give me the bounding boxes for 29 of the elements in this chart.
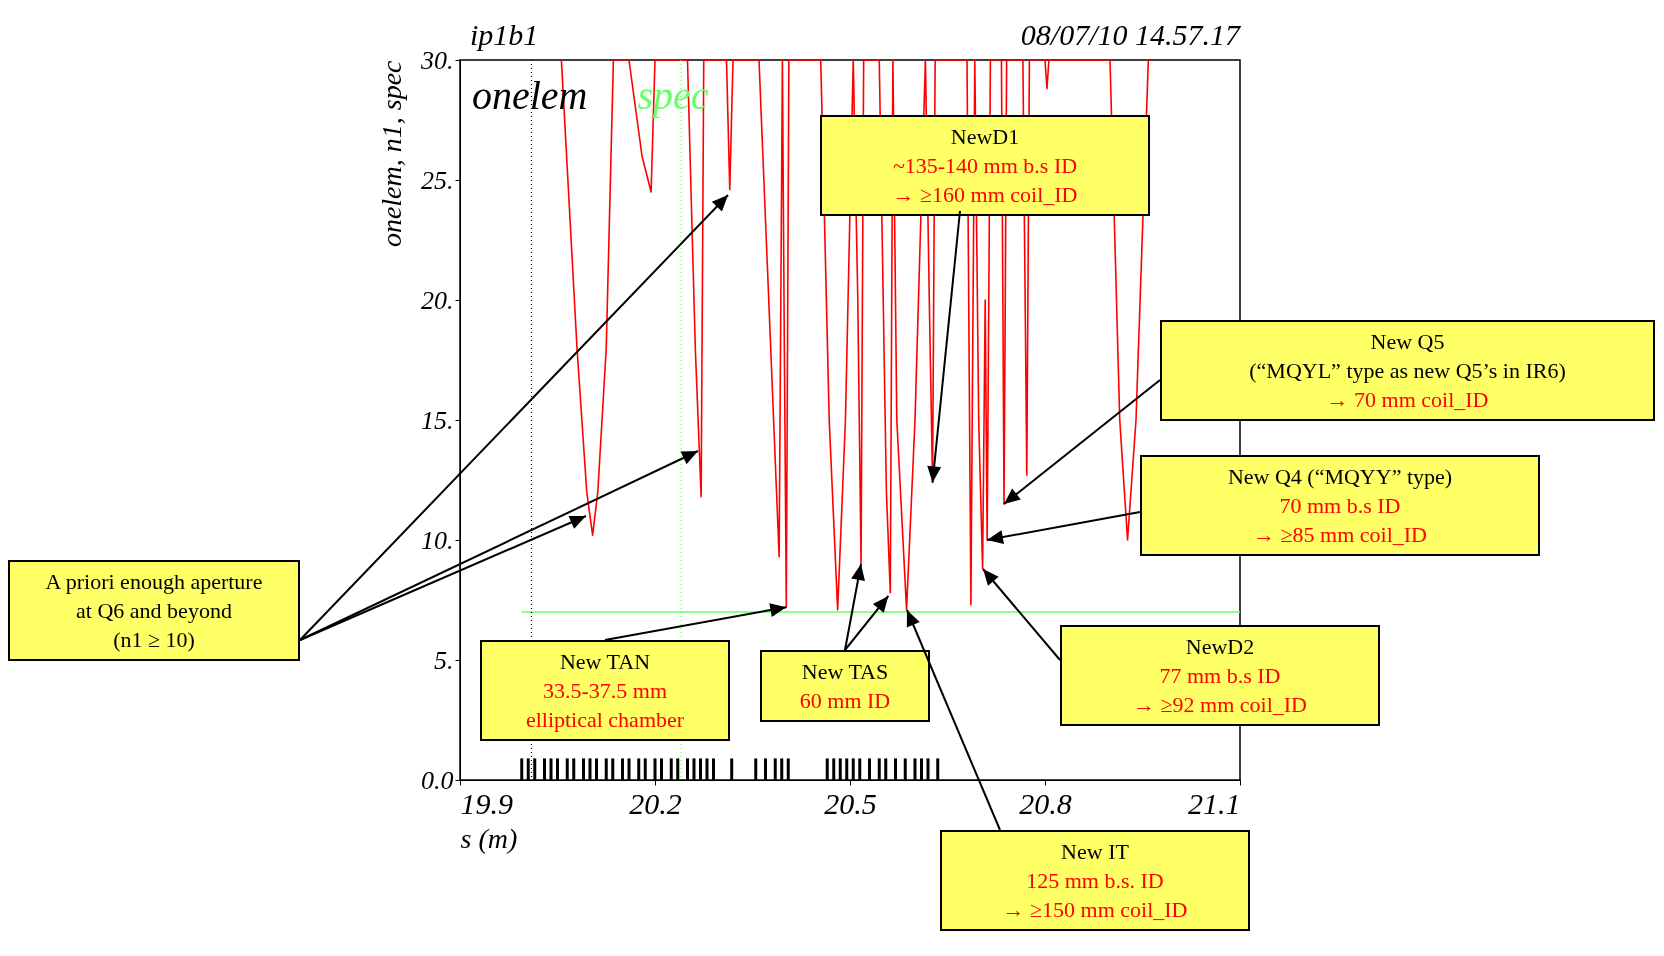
x-tick-label: 21.1	[1188, 786, 1241, 820]
y-tick-label: 25.	[421, 165, 454, 195]
y-tick-label: 15.	[421, 405, 454, 435]
callout-box: New TAN 33.5-37.5 mm elliptical chamber	[480, 640, 730, 741]
x-tick-label: 20.8	[1019, 786, 1072, 820]
x-tick-label: 19.9	[460, 786, 513, 820]
chart-subtitle: 08/07/10 14.57.17	[1020, 18, 1240, 52]
x-axis-title: s (m)	[460, 822, 518, 854]
annotation: NewD2 77 mm b.s ID → ≥92 mm coil_ID	[1132, 633, 1308, 719]
y-tick-label: 0.0	[421, 765, 454, 795]
y-tick-label: 20.	[421, 285, 454, 315]
y-tick-label: 5.	[434, 645, 454, 675]
x-tick-label: 20.5	[824, 786, 877, 820]
annotation: New Q4 (“MQYY” type) 70 mm b.s ID → ≥85 mm coil_ID	[1226, 463, 1454, 549]
y-tick-label: 10.	[421, 525, 454, 555]
callout-box: New IT 125 mm b.s. ID → ≥150 mm coil_ID	[940, 830, 1250, 931]
annotation: NewD1 ~135-140 mm b.s ID → ≥160 mm coil_ID	[891, 123, 1079, 209]
y-tick-label: 30.	[420, 45, 454, 75]
callout-box: New Q5 (“MQYL” type as new Q5’s in IR6) → 70 mm coil_ID	[1160, 320, 1655, 421]
callout-box: New Q4 (“MQYY” type) 70 mm b.s ID → ≥85 mm coil_ID	[1140, 455, 1540, 556]
callout-box: NewD1 ~135-140 mm b.s ID → ≥160 mm coil_ID	[820, 115, 1150, 216]
annotation: New TAN 33.5-37.5 mm elliptical chamber	[524, 648, 686, 734]
callout-box: NewD2 77 mm b.s ID → ≥92 mm coil_ID	[1060, 625, 1380, 726]
annotation: New TAS 60 mm ID	[798, 658, 892, 715]
callout-box: A priori enough aperture at Q6 and beyond (n1 ≥ 10)	[8, 560, 300, 661]
x-tick-label: 20.2	[629, 786, 682, 820]
y-axis-title: onelem, n1, spec	[376, 59, 407, 248]
callout-box: New TAS 60 mm ID	[760, 650, 930, 722]
chart-title: ip1b1	[470, 18, 539, 52]
